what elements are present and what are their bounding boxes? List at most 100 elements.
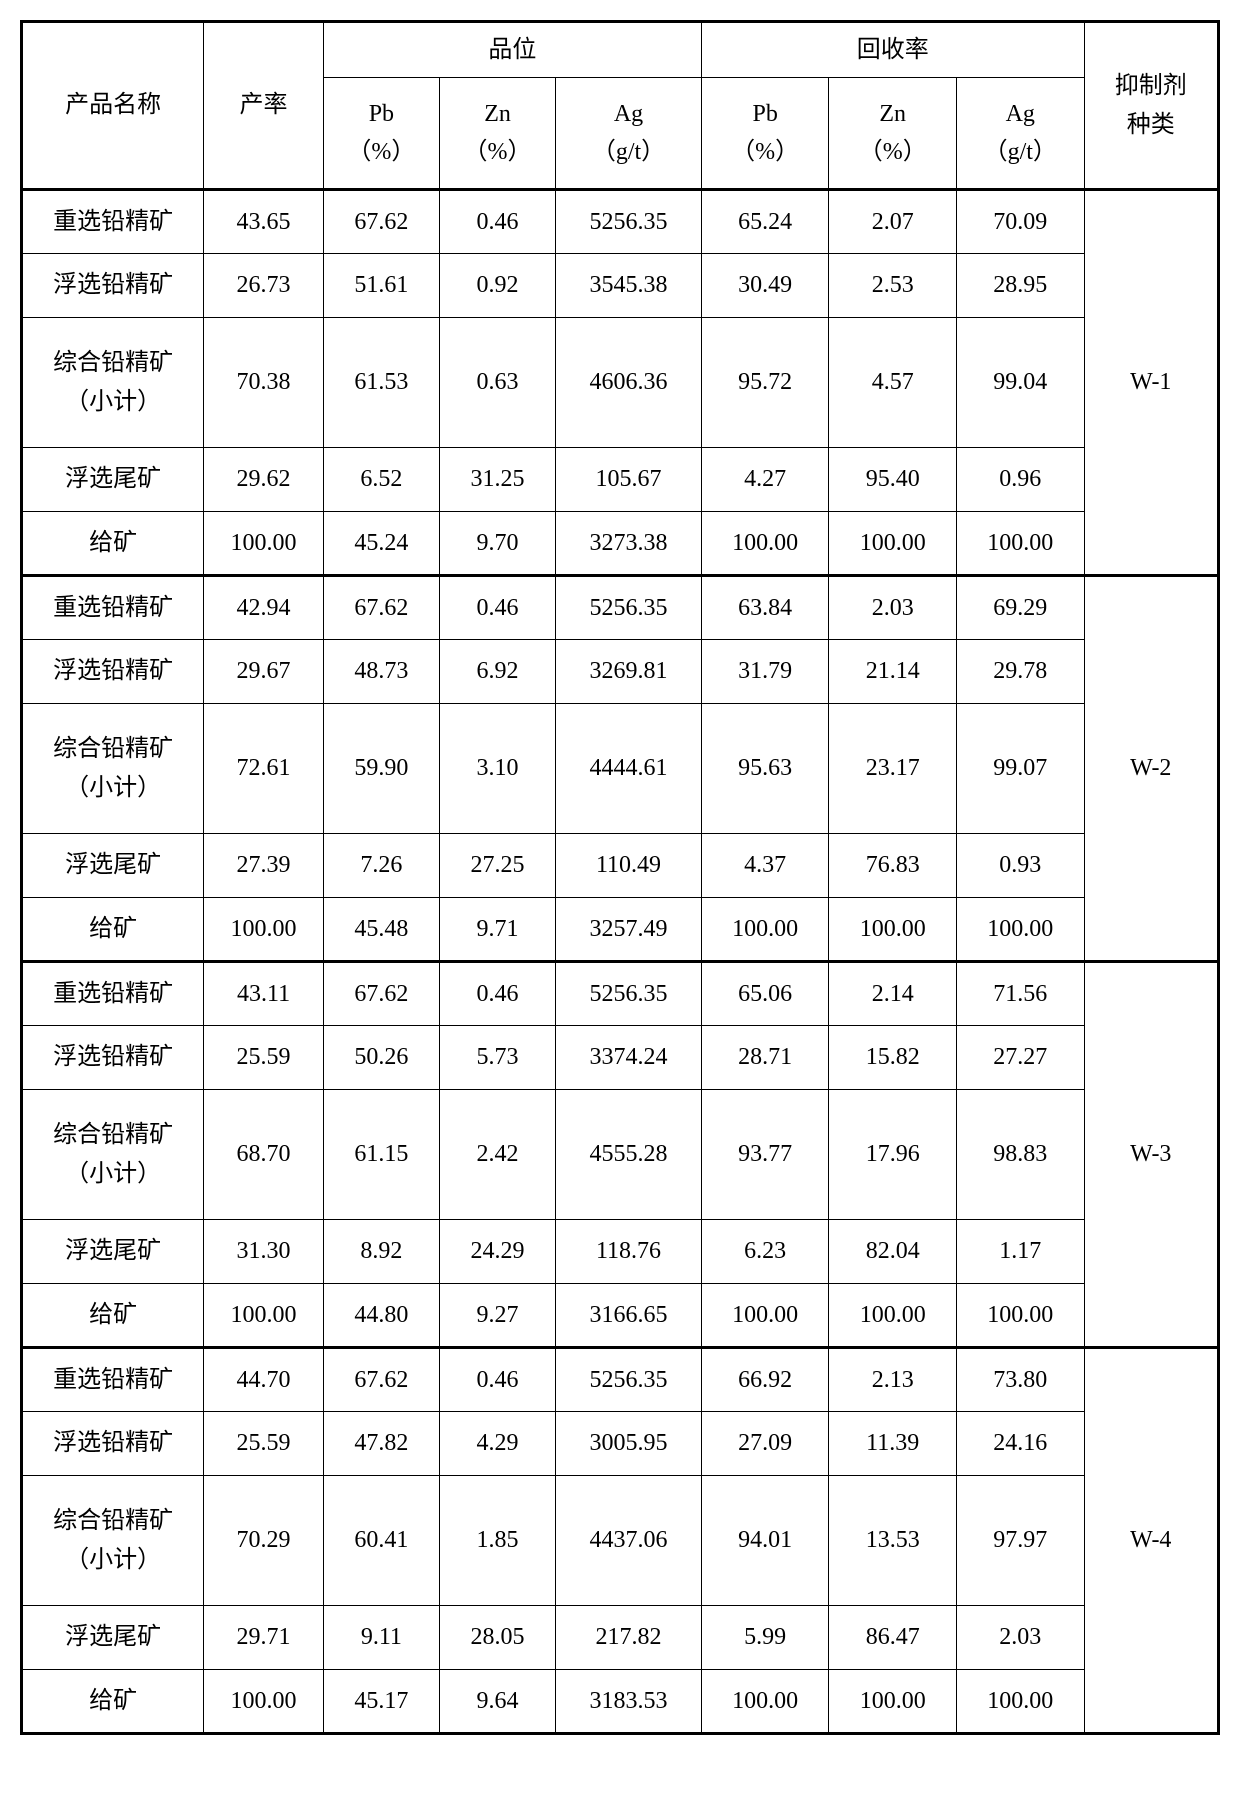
cell-grade-pb: 67.62 [323,1348,439,1412]
cell-yield: 100.00 [204,1670,324,1734]
cell-recovery-pb: 4.27 [701,448,829,512]
cell-grade-ag: 217.82 [556,1606,702,1670]
cell-recovery-pb: 93.77 [701,1090,829,1220]
cell-recovery-ag: 69.29 [956,576,1084,640]
table-row: 浮选铅精矿26.7351.610.923545.3830.492.5328.95 [22,254,1219,318]
cell-recovery-zn: 11.39 [829,1412,957,1476]
table-row: 综合铅精矿（小计）70.3861.530.634606.3695.724.579… [22,318,1219,448]
cell-grade-ag: 3166.65 [556,1284,702,1348]
cell-product-name: 浮选尾矿 [22,448,204,512]
cell-grade-pb: 45.24 [323,512,439,576]
cell-yield: 31.30 [204,1220,324,1284]
cell-grade-zn: 6.92 [439,640,555,704]
cell-product-name: 综合铅精矿（小计） [22,1090,204,1220]
cell-grade-zn: 1.85 [439,1476,555,1606]
cell-grade-ag: 3545.38 [556,254,702,318]
table-row: 综合铅精矿（小计）68.7061.152.424555.2893.7717.96… [22,1090,1219,1220]
table-row: 给矿100.0045.489.713257.49100.00100.00100.… [22,898,1219,962]
cell-grade-zn: 3.10 [439,704,555,834]
header-inhibitor: 抑制剂种类 [1084,22,1218,190]
cell-yield: 26.73 [204,254,324,318]
cell-recovery-pb: 5.99 [701,1606,829,1670]
cell-grade-ag: 3257.49 [556,898,702,962]
cell-yield: 100.00 [204,898,324,962]
cell-grade-ag: 4555.28 [556,1090,702,1220]
cell-grade-pb: 61.53 [323,318,439,448]
table-row: 浮选尾矿31.308.9224.29118.766.2382.041.17 [22,1220,1219,1284]
cell-product-name: 给矿 [22,1284,204,1348]
cell-recovery-pb: 66.92 [701,1348,829,1412]
cell-recovery-pb: 63.84 [701,576,829,640]
cell-recovery-pb: 100.00 [701,898,829,962]
cell-grade-zn: 0.92 [439,254,555,318]
cell-yield: 29.71 [204,1606,324,1670]
cell-grade-ag: 5256.35 [556,962,702,1026]
cell-product-name: 综合铅精矿（小计） [22,318,204,448]
cell-grade-pb: 61.15 [323,1090,439,1220]
cell-product-name: 浮选铅精矿 [22,1026,204,1090]
cell-yield: 25.59 [204,1026,324,1090]
cell-recovery-zn: 86.47 [829,1606,957,1670]
table-row: 浮选铅精矿25.5950.265.733374.2428.7115.8227.2… [22,1026,1219,1090]
cell-recovery-ag: 0.93 [956,834,1084,898]
cell-grade-ag: 105.67 [556,448,702,512]
table-row: 浮选尾矿27.397.2627.25110.494.3776.830.93 [22,834,1219,898]
cell-grade-ag: 4437.06 [556,1476,702,1606]
cell-grade-ag: 5256.35 [556,190,702,254]
cell-recovery-ag: 2.03 [956,1606,1084,1670]
cell-grade-pb: 50.26 [323,1026,439,1090]
cell-recovery-ag: 71.56 [956,962,1084,1026]
cell-inhibitor: W-1 [1084,190,1218,576]
cell-grade-pb: 60.41 [323,1476,439,1606]
cell-grade-ag: 3005.95 [556,1412,702,1476]
table-row: 给矿100.0045.179.643183.53100.00100.00100.… [22,1670,1219,1734]
header-recovery-pb: Pb（%） [701,78,829,190]
cell-grade-zn: 0.46 [439,576,555,640]
header-grade-zn: Zn（%） [439,78,555,190]
cell-product-name: 浮选铅精矿 [22,1412,204,1476]
cell-grade-zn: 28.05 [439,1606,555,1670]
cell-product-name: 浮选尾矿 [22,1606,204,1670]
header-recovery-ag: Ag（g/t） [956,78,1084,190]
cell-yield: 43.11 [204,962,324,1026]
cell-product-name: 综合铅精矿（小计） [22,704,204,834]
cell-grade-pb: 6.52 [323,448,439,512]
cell-recovery-zn: 2.07 [829,190,957,254]
cell-grade-zn: 24.29 [439,1220,555,1284]
table-row: 给矿100.0045.249.703273.38100.00100.00100.… [22,512,1219,576]
table-row: 浮选铅精矿25.5947.824.293005.9527.0911.3924.1… [22,1412,1219,1476]
cell-grade-pb: 45.48 [323,898,439,962]
cell-grade-zn: 0.63 [439,318,555,448]
cell-product-name: 给矿 [22,1670,204,1734]
cell-recovery-ag: 100.00 [956,512,1084,576]
header-grade-pb: Pb（%） [323,78,439,190]
header-grade-ag: Ag（g/t） [556,78,702,190]
cell-yield: 27.39 [204,834,324,898]
table-row: 浮选铅精矿29.6748.736.923269.8131.7921.1429.7… [22,640,1219,704]
cell-grade-pb: 47.82 [323,1412,439,1476]
header-yield: 产率 [204,22,324,190]
table-row: 给矿100.0044.809.273166.65100.00100.00100.… [22,1284,1219,1348]
cell-recovery-ag: 1.17 [956,1220,1084,1284]
cell-grade-pb: 59.90 [323,704,439,834]
cell-recovery-zn: 2.53 [829,254,957,318]
cell-grade-zn: 0.46 [439,190,555,254]
table-header: 产品名称 产率 品位 回收率 抑制剂种类 Pb（%） Zn（%） Ag（g/t）… [22,22,1219,190]
cell-recovery-pb: 100.00 [701,1284,829,1348]
cell-yield: 29.62 [204,448,324,512]
cell-grade-ag: 4444.61 [556,704,702,834]
cell-recovery-ag: 99.07 [956,704,1084,834]
table-row: 浮选尾矿29.719.1128.05217.825.9986.472.03 [22,1606,1219,1670]
cell-grade-zn: 9.70 [439,512,555,576]
cell-product-name: 重选铅精矿 [22,190,204,254]
cell-recovery-ag: 97.97 [956,1476,1084,1606]
cell-recovery-zn: 21.14 [829,640,957,704]
table-row: 浮选尾矿29.626.5231.25105.674.2795.400.96 [22,448,1219,512]
cell-yield: 72.61 [204,704,324,834]
cell-grade-pb: 67.62 [323,962,439,1026]
cell-grade-ag: 110.49 [556,834,702,898]
cell-grade-pb: 44.80 [323,1284,439,1348]
cell-recovery-pb: 31.79 [701,640,829,704]
header-product-name: 产品名称 [22,22,204,190]
cell-grade-pb: 67.62 [323,190,439,254]
